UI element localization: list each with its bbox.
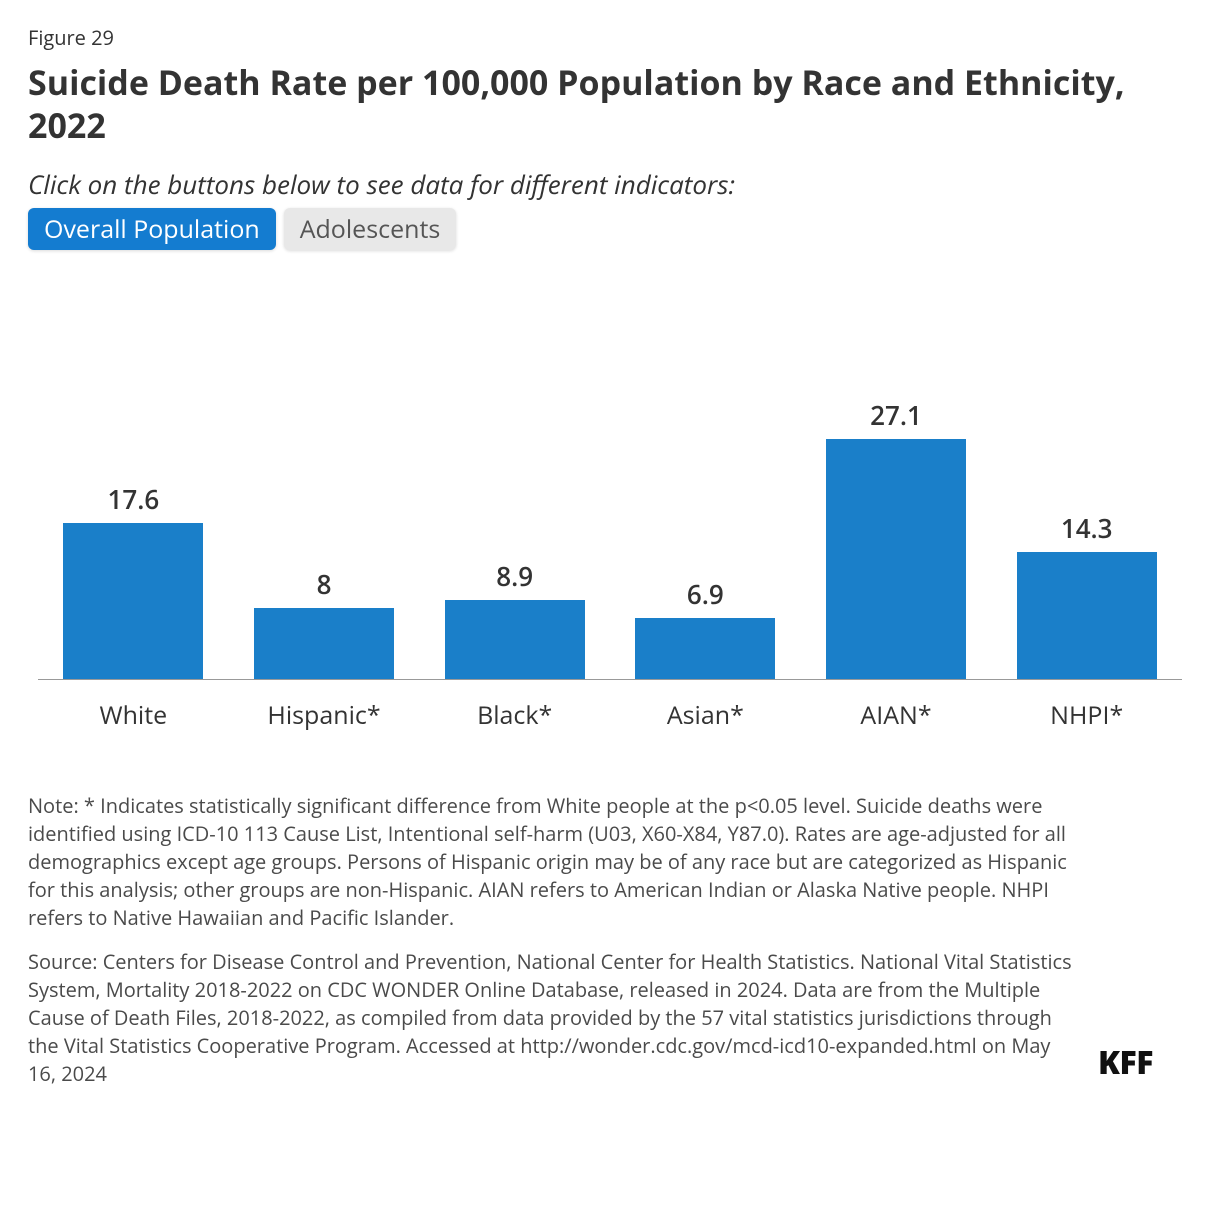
bar-rect[interactable] xyxy=(635,618,775,679)
x-axis-label: Black* xyxy=(419,698,610,732)
bar-column: 8.9 xyxy=(419,340,610,679)
kff-logo: KFF xyxy=(1098,1041,1153,1088)
tab-adolescents[interactable]: Adolescents xyxy=(284,208,457,250)
bar-value-label: 8 xyxy=(317,566,332,602)
bar-value-label: 6.9 xyxy=(687,576,724,612)
bar-value-label: 27.1 xyxy=(870,397,922,433)
footer-row: Source: Centers for Disease Control and … xyxy=(28,932,1192,1088)
tab-overall-population[interactable]: Overall Population xyxy=(28,208,276,250)
x-axis-label: Hispanic* xyxy=(229,698,420,732)
bar-chart: 17.6 8 8.9 6.9 27.1 14.3 xyxy=(38,340,1182,680)
bar-column: 8 xyxy=(229,340,420,679)
x-axis-label: AIAN* xyxy=(801,698,992,732)
bar-rect[interactable] xyxy=(63,523,203,679)
indicator-tabs: Overall PopulationAdolescents xyxy=(28,208,1192,250)
x-axis-label: Asian* xyxy=(610,698,801,732)
bar-value-label: 14.3 xyxy=(1061,510,1113,546)
bar-rect[interactable] xyxy=(826,439,966,679)
bar-value-label: 8.9 xyxy=(496,558,533,594)
x-axis-labels: WhiteHispanic*Black*Asian*AIAN*NHPI* xyxy=(38,698,1182,732)
note-text: Note: * Indicates statistically signific… xyxy=(28,792,1078,932)
chart-title: Suicide Death Rate per 100,000 Populatio… xyxy=(28,61,1192,146)
bar-column: 14.3 xyxy=(991,340,1182,679)
bar-column: 6.9 xyxy=(610,340,801,679)
bar-rect[interactable] xyxy=(1017,552,1157,679)
source-text: Source: Centers for Disease Control and … xyxy=(28,948,1078,1088)
bar-rect[interactable] xyxy=(254,608,394,679)
bar-value-label: 17.6 xyxy=(107,481,159,517)
figure-label: Figure 29 xyxy=(28,24,1192,51)
x-axis-label: White xyxy=(38,698,229,732)
instruction-text: Click on the buttons below to see data f… xyxy=(28,166,1192,202)
bar-rect[interactable] xyxy=(445,600,585,679)
bar-column: 17.6 xyxy=(38,340,229,679)
bars-row: 17.6 8 8.9 6.9 27.1 14.3 xyxy=(38,340,1182,680)
x-axis-label: NHPI* xyxy=(991,698,1182,732)
bar-column: 27.1 xyxy=(801,340,992,679)
